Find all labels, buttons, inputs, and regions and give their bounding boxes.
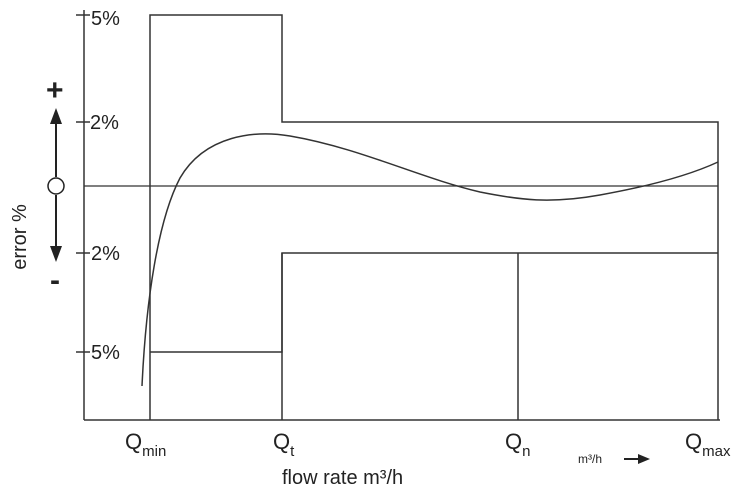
x-tick-label-q-t: Qt [273,429,295,460]
plus-sign: + [46,74,64,107]
x-tick-label-q-n: Qn [505,429,530,460]
x-axis-label: flow rate m³/h [282,467,403,489]
upper-error-limit [149,14,719,420]
y-axis-label: error % [9,204,31,270]
y-tick-label-bottom-5: 5% [91,342,120,364]
x-tick-label-q-min: Qmin [125,429,166,460]
y-tick-label-top-2: 2% [90,112,119,134]
x-tick-label-q-max: Qmax [685,429,731,460]
y-tick-label-top-5: 5% [91,8,120,30]
unit-label: m³/h [578,452,602,466]
error-curve [141,133,719,387]
down-arrow-icon [50,195,62,262]
up-arrow-icon [50,108,62,177]
zero-circle-icon [47,177,65,195]
y-tick-label-bottom-2: 2% [91,243,120,265]
right-arrow-icon [624,454,650,464]
minus-sign: - [50,264,60,297]
lower-error-limit [150,252,718,353]
